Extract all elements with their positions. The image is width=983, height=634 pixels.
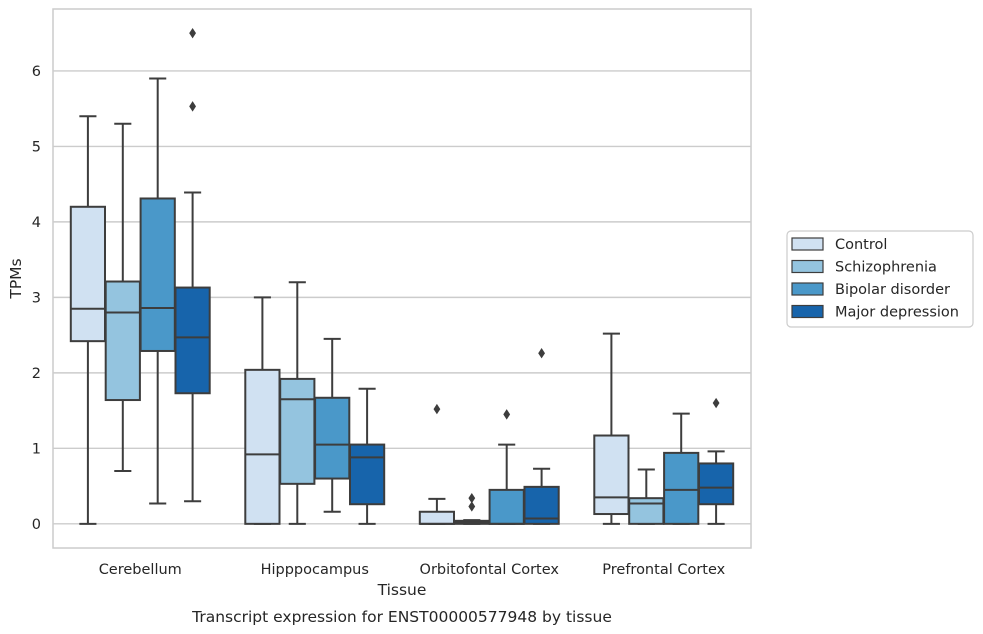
box-group — [593, 332, 630, 525]
x-tick-label: Hipppocampus — [261, 562, 369, 578]
y-tick-label: 0 — [32, 517, 41, 533]
box — [279, 377, 316, 485]
box — [174, 286, 211, 395]
legend-label: Schizophrenia — [835, 260, 937, 276]
legend-label: Major depression — [835, 305, 959, 321]
box — [348, 443, 386, 506]
x-tick-labels: Cerebellum Hipppocampus Orbitofontal Corte… — [99, 562, 726, 578]
x-axis-label: Tissue — [377, 581, 427, 599]
box — [69, 205, 107, 343]
y-tick-labels: 0 1 2 3 4 5 6 — [32, 64, 41, 533]
legend-frame — [786, 230, 974, 328]
box — [697, 462, 735, 506]
box — [488, 488, 525, 525]
box-group — [174, 27, 211, 503]
box — [663, 451, 700, 525]
outlier-point — [712, 397, 720, 409]
legend-swatch — [791, 259, 824, 274]
outlier-point — [468, 501, 476, 512]
box-group — [453, 492, 490, 525]
box-group — [628, 468, 665, 525]
x-tick-label: Prefrontal Cortex — [602, 562, 725, 578]
outlier-point — [189, 101, 196, 112]
box — [104, 280, 141, 402]
outlier-point — [503, 409, 511, 420]
chart-caption: Transcript expression for ENST0000057794… — [191, 608, 612, 626]
box-group — [663, 412, 700, 525]
legend-swatch — [791, 237, 824, 251]
box-group — [348, 387, 386, 525]
y-tick-label: 5 — [32, 139, 41, 155]
box — [593, 434, 630, 516]
x-tick-label: Orbitofontal Cortex — [420, 562, 560, 578]
legend-label: Control — [835, 237, 887, 253]
y-axis-label: TPMs — [7, 258, 25, 299]
legend: Control Schizophrenia Bipolar disorder Majo… — [786, 230, 974, 328]
legend-swatch — [791, 282, 824, 296]
y-tick-label: 1 — [32, 441, 41, 457]
box-group — [244, 296, 281, 525]
x-tick-label: Cerebellum — [99, 562, 182, 578]
y-tick-label: 6 — [32, 64, 41, 80]
box — [628, 497, 665, 525]
box-group — [488, 409, 525, 525]
box — [139, 197, 176, 352]
box-group — [697, 397, 735, 525]
y-tick-label: 2 — [32, 366, 41, 382]
plot-frame — [52, 8, 752, 549]
box-group — [69, 115, 107, 525]
outlier-point — [189, 27, 196, 39]
outlier-point — [468, 492, 476, 504]
box-group — [314, 337, 351, 513]
boxes — [69, 27, 735, 525]
box — [314, 396, 351, 480]
box — [418, 510, 456, 525]
box-group — [279, 281, 316, 525]
box-group — [523, 348, 560, 525]
box-group — [104, 122, 141, 472]
outlier-point — [538, 348, 545, 359]
y-tick-label: 3 — [32, 290, 41, 306]
box-group — [418, 403, 456, 525]
legend-swatch — [791, 304, 824, 319]
outlier-point — [433, 403, 441, 415]
box — [244, 368, 281, 525]
box-group — [139, 77, 176, 505]
legend-label: Bipolar disorder — [835, 282, 950, 298]
y-tick-label: 4 — [32, 215, 41, 231]
